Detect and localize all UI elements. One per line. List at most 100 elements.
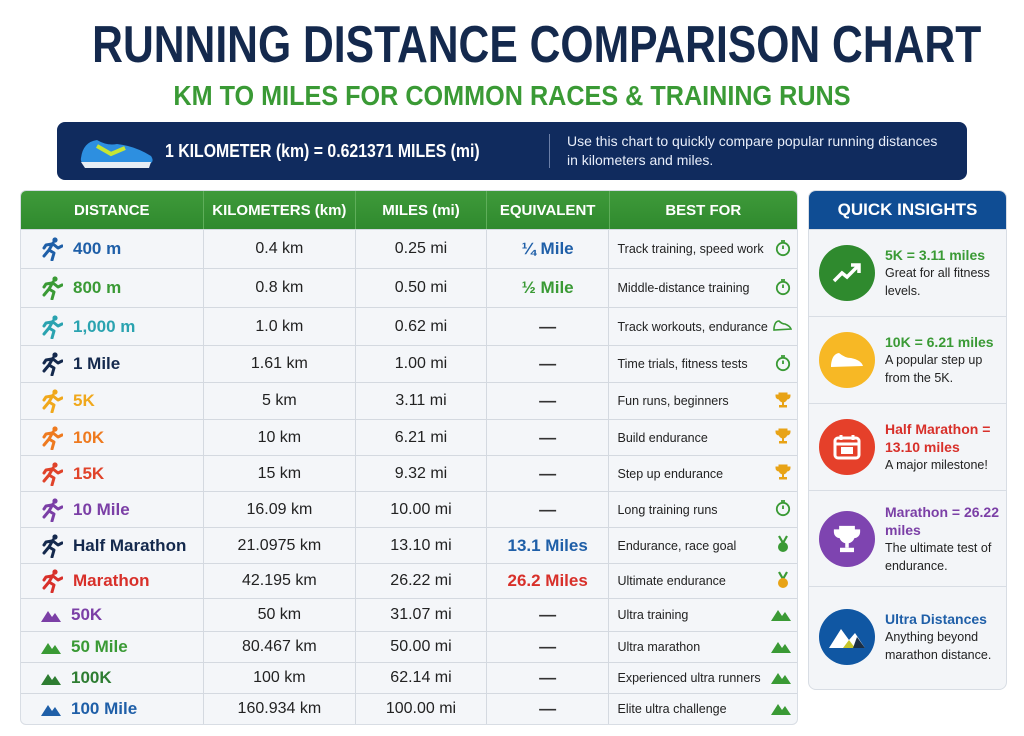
best-for-text: Build endurance xyxy=(617,430,708,445)
table-row: 10K 10 km 6.21 mi — Build endurance xyxy=(21,419,797,455)
table-row: 5K 5 km 3.11 mi — Fun runs, beginners xyxy=(21,382,797,419)
runner-icon xyxy=(41,497,73,522)
distance-label: 50 Mile xyxy=(71,637,128,656)
best-for-cell: Fun runs, beginners xyxy=(609,383,797,419)
running-shoe-icon xyxy=(80,140,153,168)
best-for-cell: Track training, speed work xyxy=(609,230,797,268)
distance-cell: 10 Mile xyxy=(21,492,204,527)
trophy-icon xyxy=(775,428,791,447)
table-row: 50K 50 km 31.07 mi — Ultra training xyxy=(21,598,797,631)
insight-item: 5K = 3.11 miles Great for all fitness le… xyxy=(809,229,1006,316)
km-cell: 160.934 km xyxy=(204,694,357,724)
conversion-text: 1 KILOMETER (km) = 0.621371 MILES (mi) xyxy=(165,141,480,161)
insight-description: Great for all fitness levels. xyxy=(885,266,990,298)
insight-item: Marathon = 26.22 miles The ultimate test… xyxy=(809,490,1006,586)
header-miles: MILES (mi) xyxy=(356,191,487,229)
km-cell: 1.0 km xyxy=(204,308,357,345)
km-cell: 15 km xyxy=(204,456,357,491)
mountain-icon xyxy=(819,609,875,665)
equivalent-cell: — xyxy=(487,663,610,693)
equivalent-cell: — xyxy=(487,346,610,382)
distance-label: 800 m xyxy=(73,278,122,297)
equivalent-cell: 26.2 Miles xyxy=(487,564,610,598)
miles-cell: 10.00 mi xyxy=(356,492,487,527)
distance-label: 1,000 m xyxy=(73,316,136,336)
equivalent-cell: ¼ Mile xyxy=(487,230,610,268)
table-row: Half Marathon 21.0975 km 13.10 mi 13.1 M… xyxy=(21,527,797,563)
mountain-icon xyxy=(771,670,792,687)
insight-item: Ultra Distances Anything beyond marathon… xyxy=(809,586,1006,687)
miles-cell: 0.50 mi xyxy=(356,269,487,307)
km-cell: 5 km xyxy=(204,383,357,419)
equivalent-cell: — xyxy=(487,632,610,662)
page-title: RUNNING DISTANCE COMPARISON CHART xyxy=(92,16,982,74)
equivalent-cell: ½ Mile xyxy=(487,269,610,307)
distance-cell: Half Marathon xyxy=(21,528,204,563)
best-for-text: Fun runs, beginners xyxy=(617,394,729,408)
insight-description: A major milestone! xyxy=(885,458,988,472)
calendar-icon xyxy=(819,419,875,475)
stopwatch-icon xyxy=(775,499,791,520)
best-for-text: Experienced ultra runners xyxy=(617,671,761,685)
km-cell: 10 km xyxy=(204,420,357,455)
distance-cell: 5K xyxy=(21,383,204,419)
best-for-cell: Time trials, fitness tests xyxy=(609,346,797,382)
miles-cell: 31.07 mi xyxy=(356,599,487,631)
km-cell: 1.61 km xyxy=(204,346,357,382)
insight-description: Anything beyond marathon distance. xyxy=(885,630,992,662)
best-for-cell: Build endurance xyxy=(609,420,797,455)
best-for-cell: Elite ultra challenge xyxy=(609,694,797,724)
miles-cell: 1.00 mi xyxy=(356,346,487,382)
table-row: 1,000 m 1.0 km 0.62 mi — Track workouts,… xyxy=(21,307,797,345)
runner-icon xyxy=(41,352,73,376)
distance-label: Marathon xyxy=(73,571,150,590)
insight-item: 10K = 6.21 miles A popular step up from … xyxy=(809,316,1006,403)
table-row: 50 Mile 80.467 km 50.00 mi — Ultra marat… xyxy=(21,631,797,662)
km-cell: 21.0975 km xyxy=(204,528,357,563)
insight-title: 5K = 3.11 miles xyxy=(885,247,986,263)
distance-cell: 800 m xyxy=(21,269,204,307)
distance-cell: 100 Mile xyxy=(21,694,204,724)
best-for-text: Ultra marathon xyxy=(617,640,701,654)
km-cell: 0.4 km xyxy=(204,230,357,268)
distance-label: 400 m xyxy=(73,239,122,258)
km-cell: 50 km xyxy=(204,599,357,631)
runner-icon xyxy=(41,425,73,450)
table-row: 400 m 0.4 km 0.25 mi ¼ Mile Track traini… xyxy=(21,229,797,268)
best-for-text: Elite ultra challenge xyxy=(617,702,727,716)
best-for-cell: Step up endurance xyxy=(609,456,797,491)
runner-icon xyxy=(41,461,73,486)
distance-cell: 10K xyxy=(21,420,204,455)
equivalent-cell: — xyxy=(487,599,610,631)
distance-label: Half Marathon xyxy=(73,535,187,555)
header-distance: DISTANCE xyxy=(21,191,204,229)
best-for-text: Track workouts, endurance xyxy=(617,319,768,334)
header-equivalent: EQUIVALENT xyxy=(487,191,610,229)
table-row: 1 Mile 1.61 km 1.00 mi — Time trials, fi… xyxy=(21,345,797,382)
best-for-cell: Ultimate endurance xyxy=(609,564,797,598)
conversion-banner: 1 KILOMETER (km) = 0.621371 MILES (mi) U… xyxy=(57,122,967,180)
equivalent-cell: — xyxy=(487,383,610,419)
distance-label: 100K xyxy=(71,668,112,687)
quick-insights-panel: QUICK INSIGHTS 5K = 3.11 miles Great for… xyxy=(808,190,1007,690)
distance-cell: 50K xyxy=(21,599,204,631)
insights-title: QUICK INSIGHTS xyxy=(809,191,1006,229)
distance-label: 10 Mile xyxy=(73,499,130,519)
banner-note: Use this chart to quickly compare popula… xyxy=(567,133,938,168)
table-row: 800 m 0.8 km 0.50 mi ½ Mile Middle-dista… xyxy=(21,268,797,307)
mountain-icon xyxy=(41,640,71,654)
equivalent-cell: — xyxy=(487,694,610,724)
km-cell: 80.467 km xyxy=(204,632,357,662)
trophy-icon xyxy=(775,392,791,411)
best-for-text: Middle-distance training xyxy=(617,281,750,295)
medal-icon xyxy=(775,570,791,592)
miles-cell: 26.22 mi xyxy=(356,564,487,598)
insight-title: 10K = 6.21 miles xyxy=(885,334,994,350)
mountain-icon xyxy=(41,608,71,622)
distance-cell: 50 Mile xyxy=(21,632,204,662)
runner-icon xyxy=(41,533,73,558)
best-for-cell: Ultra marathon xyxy=(609,632,797,662)
mountain-icon xyxy=(771,607,792,624)
insight-title: Marathon = 26.22 miles xyxy=(885,503,999,538)
trend-up-icon xyxy=(819,245,875,301)
